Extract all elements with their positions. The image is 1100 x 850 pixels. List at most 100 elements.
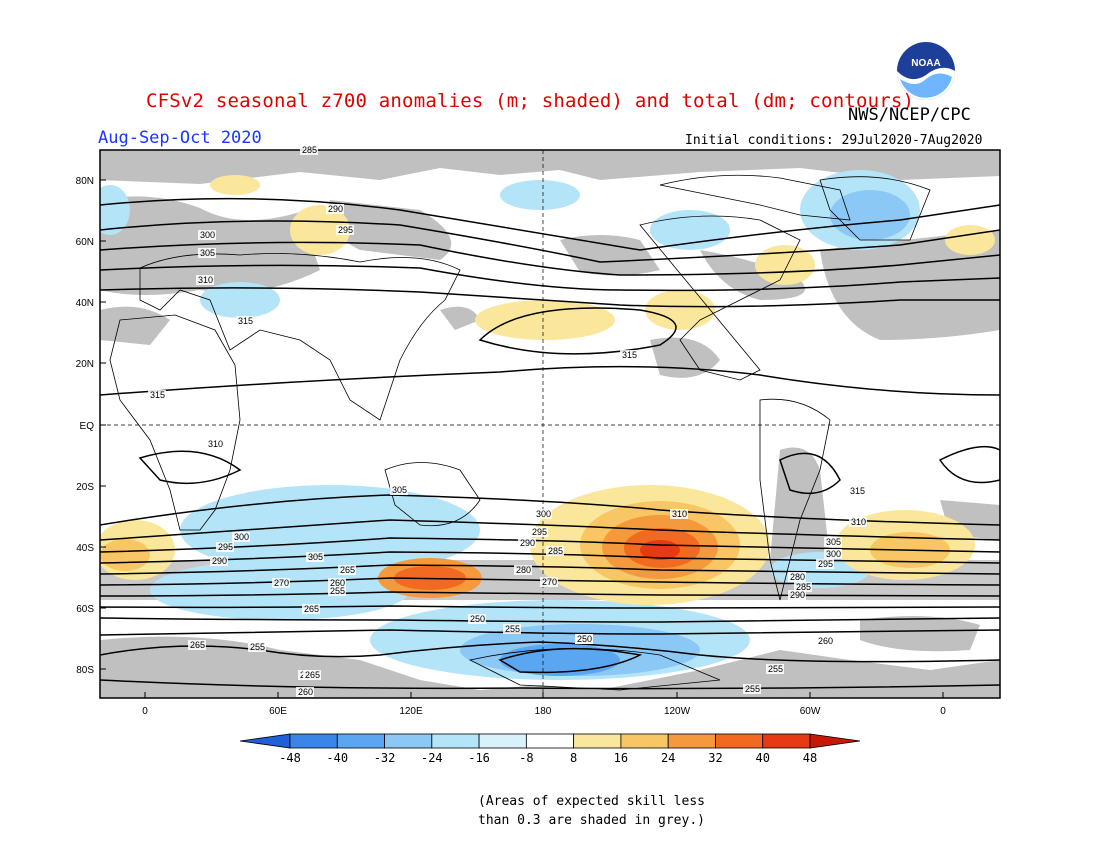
- contour-label: 295: [532, 527, 547, 537]
- lat-label: 20S: [76, 482, 94, 493]
- contour-label: 315: [850, 486, 865, 496]
- colorbar-segment: [525, 733, 575, 749]
- contour-label: 255: [745, 684, 760, 694]
- lat-label: 60N: [76, 237, 94, 248]
- grid: [100, 150, 1000, 698]
- contour-label: 290: [328, 204, 343, 214]
- contour-label: 295: [218, 542, 233, 552]
- contour-labels: 2852902953003053103153153153103053002952…: [148, 145, 867, 697]
- contour-label: 255: [330, 586, 345, 596]
- contour-label: 285: [302, 145, 317, 155]
- colorbar-label: 32: [708, 751, 722, 765]
- lat-label: 60S: [76, 604, 94, 615]
- colorbar-segment: [715, 733, 764, 749]
- contour-label: 280: [790, 572, 805, 582]
- colorbar-segment: [239, 733, 291, 749]
- contour-label: 310: [672, 509, 687, 519]
- colorbar-segment: [620, 733, 669, 749]
- colorbar-label: -8: [519, 751, 533, 765]
- map-frame: [99, 149, 1001, 699]
- contour-label: 265: [190, 640, 205, 650]
- colorbar-label: -16: [468, 751, 490, 765]
- contour-label: 285: [548, 546, 563, 556]
- contour-label: 265: [305, 670, 320, 680]
- contour-label: 315: [150, 390, 165, 400]
- lat-label: 20N: [76, 359, 94, 370]
- contour-label: 295: [818, 559, 833, 569]
- chart-title: CFSv2 seasonal z700 anomalies (m; shaded…: [146, 90, 915, 112]
- colorbar-label: -48: [279, 751, 301, 765]
- colorbar-segment: [573, 733, 622, 749]
- skill-note-line-1: (Areas of expected skill less: [478, 794, 705, 809]
- contour-label: 270: [274, 578, 289, 588]
- lon-label: 60W: [800, 706, 821, 717]
- initial-conditions: Initial conditions: 29Jul2020-7Aug2020: [685, 133, 983, 148]
- colorbar-label: 8: [570, 751, 577, 765]
- colorbar-label: 48: [803, 751, 817, 765]
- colorbar-label: 40: [756, 751, 770, 765]
- lon-label: 0: [940, 706, 946, 717]
- contour-label: 315: [622, 350, 637, 360]
- lat-label: 80N: [76, 176, 94, 187]
- skill-note-line-2: than 0.3 are shaded in grey.): [478, 813, 705, 828]
- contour-label: 260: [330, 578, 345, 588]
- lat-label: 40S: [76, 543, 94, 554]
- colorbar-segment: [478, 733, 527, 749]
- colorbar-segment: [384, 733, 433, 749]
- height-contours: [100, 197, 1000, 690]
- skill-note: (Areas of expected skill less than 0.3 a…: [478, 792, 718, 830]
- colorbar-segment: [336, 733, 385, 749]
- contour-label: 265: [304, 604, 319, 614]
- contour-label: 310: [851, 517, 866, 527]
- lat-label: 80S: [76, 665, 94, 676]
- contour-label: 285: [796, 582, 811, 592]
- lon-label: 180: [535, 706, 552, 717]
- lon-label: 60E: [269, 706, 287, 717]
- contour-label: 255: [768, 664, 783, 674]
- colorbar-segment: [809, 733, 861, 749]
- contour-label: 310: [208, 439, 223, 449]
- colorbar-segment: [667, 733, 716, 749]
- contour-label: 290: [212, 556, 227, 566]
- colorbar-label: 24: [661, 751, 675, 765]
- contour-label: 300: [536, 509, 551, 519]
- logo-text: NOAA: [911, 58, 940, 69]
- agency-label: NWS/NCEP/CPC: [848, 105, 971, 125]
- contour-label: 315: [238, 316, 253, 326]
- contour-label: 250: [470, 614, 485, 624]
- contour-label: 300: [234, 532, 249, 542]
- lon-label: 120E: [399, 706, 423, 717]
- contour-label: 305: [308, 552, 323, 562]
- colorbar-label: -40: [326, 751, 348, 765]
- contour-label: 250: [577, 634, 592, 644]
- forecast-period: Aug-Sep-Oct 2020: [98, 128, 262, 148]
- lat-label: EQ: [80, 421, 95, 432]
- negative-anomalies: [100, 170, 920, 680]
- contour-label: 290: [520, 538, 535, 548]
- noaa-logo: NOAA: [897, 42, 955, 100]
- contour-label: 255: [505, 624, 520, 634]
- contour-label: 305: [392, 485, 407, 495]
- contour-label: 270: [542, 577, 557, 587]
- lon-label: 120W: [664, 706, 691, 717]
- contour-label: 305: [200, 248, 215, 258]
- contour-label: 310: [198, 275, 213, 285]
- colorbar-label: -32: [374, 751, 396, 765]
- coastlines: [109, 174, 931, 691]
- contour-label: 300: [826, 549, 841, 559]
- contour-label: 260: [818, 636, 833, 646]
- contour-label: 305: [826, 537, 841, 547]
- contour-label: 280: [516, 565, 531, 575]
- lat-label: 40N: [76, 298, 94, 309]
- contour-label: 290: [790, 590, 805, 600]
- contour-label: 295: [338, 225, 353, 235]
- colorbar-segment: [289, 733, 338, 749]
- colorbar-segment: [431, 733, 480, 749]
- contour-label: 265: [340, 565, 355, 575]
- contour-label: 255: [250, 642, 265, 652]
- colorbar-label: 16: [614, 751, 628, 765]
- contour-label: 300: [200, 230, 215, 240]
- colorbar-label: -24: [421, 751, 443, 765]
